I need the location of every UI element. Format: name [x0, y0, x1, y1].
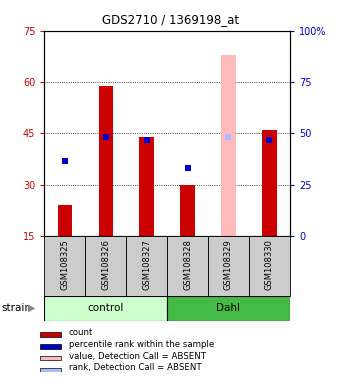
Text: strain: strain	[2, 303, 32, 313]
Bar	[40, 333, 61, 336]
Text: GSM108329: GSM108329	[224, 239, 233, 290]
Text: GSM108328: GSM108328	[183, 239, 192, 290]
Bar	[40, 368, 61, 372]
Text: percentile rank within the sample: percentile rank within the sample	[69, 339, 214, 349]
Bar	[40, 356, 61, 361]
Bar	[139, 137, 154, 236]
Bar	[167, 236, 208, 296]
Bar	[221, 55, 236, 236]
Bar	[85, 236, 126, 296]
Bar	[249, 236, 290, 296]
Text: control: control	[88, 303, 124, 313]
Text: GSM108325: GSM108325	[60, 239, 69, 290]
Bar	[40, 344, 61, 349]
Text: GSM108326: GSM108326	[101, 239, 110, 290]
Text: GSM108327: GSM108327	[142, 239, 151, 290]
Bar	[58, 205, 72, 236]
Bar	[262, 130, 277, 236]
Bar	[99, 86, 113, 236]
Text: rank, Detection Call = ABSENT: rank, Detection Call = ABSENT	[69, 364, 201, 372]
Bar	[44, 296, 167, 321]
Bar	[167, 296, 290, 321]
Bar	[180, 185, 195, 236]
Bar	[126, 236, 167, 296]
Text: ▶: ▶	[28, 303, 35, 313]
Text: Dahl: Dahl	[217, 303, 240, 313]
Bar	[44, 236, 85, 296]
Bar	[208, 236, 249, 296]
Text: GDS2710 / 1369198_at: GDS2710 / 1369198_at	[102, 13, 239, 26]
Text: count: count	[69, 328, 93, 336]
Text: GSM108330: GSM108330	[265, 239, 274, 290]
Text: value, Detection Call = ABSENT: value, Detection Call = ABSENT	[69, 351, 206, 361]
